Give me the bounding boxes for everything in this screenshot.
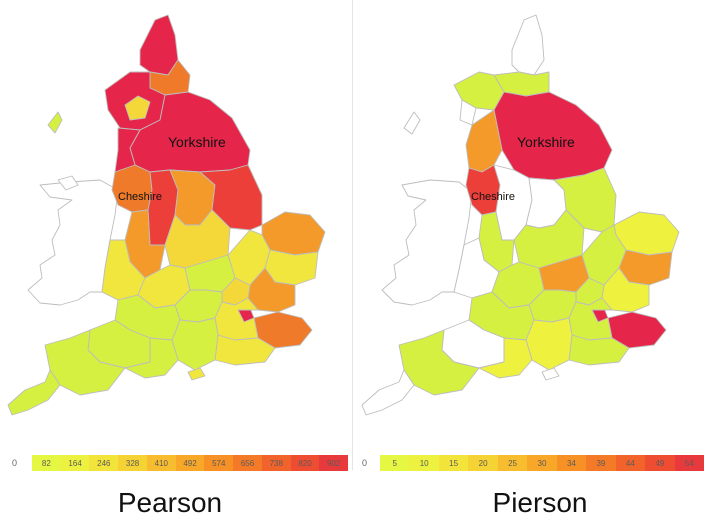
cheshire-region bbox=[111, 164, 153, 213]
legend-tick-0: 82 bbox=[32, 455, 61, 471]
legend-tick-7: 39 bbox=[586, 455, 616, 471]
legend-tick-10: 902 bbox=[319, 455, 349, 471]
legend-tick-2: 246 bbox=[89, 455, 119, 471]
cornwall-region bbox=[7, 369, 61, 416]
wales-region bbox=[381, 179, 473, 306]
anglesey-region bbox=[57, 175, 79, 191]
cheshire-label: Cheshire bbox=[471, 191, 515, 203]
dorset-region bbox=[124, 337, 179, 379]
legend-zero-label: 0 bbox=[12, 458, 18, 468]
cheshire-label: Cheshire bbox=[118, 191, 162, 203]
lincolnshire-region bbox=[199, 164, 263, 231]
pierson-color-legend: 5 10 15 20 25 30 34 39 44 49 54 bbox=[380, 455, 704, 471]
isle-of-man-region bbox=[47, 111, 63, 134]
legend-tick-0: 5 bbox=[380, 455, 410, 471]
legend-tick-3: 20 bbox=[468, 455, 498, 471]
isle-of-wight-region bbox=[187, 367, 206, 381]
isle-of-man-region bbox=[403, 111, 421, 135]
northumberland-region bbox=[139, 14, 179, 76]
wales-region bbox=[27, 179, 119, 306]
legend-tick-9: 820 bbox=[290, 455, 320, 471]
hampshire-region bbox=[525, 317, 573, 371]
sussex-region bbox=[568, 334, 630, 366]
yorkshire-label: Yorkshire bbox=[517, 134, 575, 150]
legend-zero-label: 0 bbox=[362, 458, 368, 468]
lake-district-region bbox=[124, 95, 151, 121]
surrey-region bbox=[214, 297, 259, 341]
legend-tick-8: 738 bbox=[261, 455, 291, 471]
pierson-map-panel: Yorkshire Cheshire 0 5 10 15 20 25 30 34 39 44 49… bbox=[354, 0, 708, 471]
cheshire-region bbox=[465, 164, 501, 216]
legend-tick-6: 34 bbox=[556, 455, 587, 471]
legend-tick-4: 25 bbox=[497, 455, 528, 471]
pierson-caption: Pierson bbox=[492, 487, 588, 518]
sussex-region bbox=[214, 334, 276, 366]
legend-tick-7: 656 bbox=[233, 455, 262, 471]
legend-tick-8: 44 bbox=[615, 455, 646, 471]
dorset-region bbox=[478, 337, 533, 379]
legend-tick-6: 574 bbox=[204, 455, 234, 471]
legend-tick-3: 328 bbox=[118, 455, 147, 471]
pearson-map-panel: Yorkshire Cheshire 0 82 164 246 328 410 492 57… bbox=[0, 0, 353, 471]
pearson-color-legend: 82 164 246 328 410 492 574 656 738 820 902 bbox=[32, 455, 349, 471]
surrey-region bbox=[568, 297, 613, 341]
legend-tick-1: 10 bbox=[409, 455, 439, 471]
hampshire-region bbox=[171, 317, 219, 371]
legend-tick-5: 30 bbox=[527, 455, 557, 471]
legend-tick-2: 15 bbox=[438, 455, 469, 471]
isle-of-wight-region bbox=[541, 367, 560, 381]
legend-tick-9: 49 bbox=[645, 455, 675, 471]
cornwall-region bbox=[361, 369, 415, 416]
pearson-map: Yorkshire Cheshire bbox=[7, 14, 326, 416]
pierson-map: Yorkshire Cheshire bbox=[361, 14, 680, 416]
northumberland-region bbox=[511, 14, 545, 76]
legend-tick-5: 492 bbox=[175, 455, 205, 471]
legend-tick-10: 54 bbox=[674, 455, 704, 471]
legend-tick-4: 410 bbox=[146, 455, 176, 471]
pearson-caption: Pearson bbox=[117, 487, 223, 518]
yorkshire-label: Yorkshire bbox=[168, 134, 226, 150]
norfolk-region bbox=[261, 211, 326, 256]
legend-tick-1: 164 bbox=[60, 455, 90, 471]
